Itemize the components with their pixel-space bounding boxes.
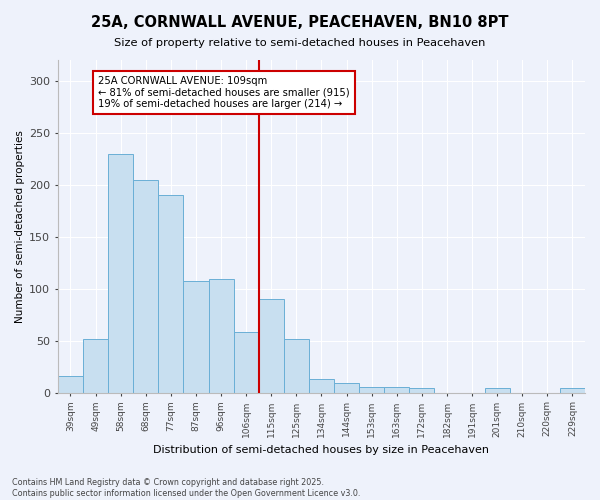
X-axis label: Distribution of semi-detached houses by size in Peacehaven: Distribution of semi-detached houses by … — [154, 445, 490, 455]
Bar — [209, 280, 233, 392]
Bar — [384, 388, 409, 392]
Text: Contains HM Land Registry data © Crown copyright and database right 2025.
Contai: Contains HM Land Registry data © Crown c… — [12, 478, 361, 498]
Bar — [485, 388, 510, 392]
Bar — [259, 299, 284, 392]
Bar — [409, 388, 434, 392]
Bar — [184, 282, 209, 393]
Bar — [83, 338, 108, 392]
Bar — [560, 388, 585, 392]
Text: Size of property relative to semi-detached houses in Peacehaven: Size of property relative to semi-detach… — [115, 38, 485, 48]
Bar — [334, 384, 359, 392]
Bar — [233, 332, 259, 392]
Bar — [309, 379, 334, 392]
Bar — [58, 376, 83, 392]
Bar — [133, 180, 158, 392]
Bar — [359, 388, 384, 392]
Bar — [158, 195, 184, 392]
Y-axis label: Number of semi-detached properties: Number of semi-detached properties — [15, 130, 25, 323]
Text: 25A CORNWALL AVENUE: 109sqm
← 81% of semi-detached houses are smaller (915)
19% : 25A CORNWALL AVENUE: 109sqm ← 81% of sem… — [98, 76, 350, 109]
Text: 25A, CORNWALL AVENUE, PEACEHAVEN, BN10 8PT: 25A, CORNWALL AVENUE, PEACEHAVEN, BN10 8… — [91, 15, 509, 30]
Bar — [284, 338, 309, 392]
Bar — [108, 154, 133, 392]
